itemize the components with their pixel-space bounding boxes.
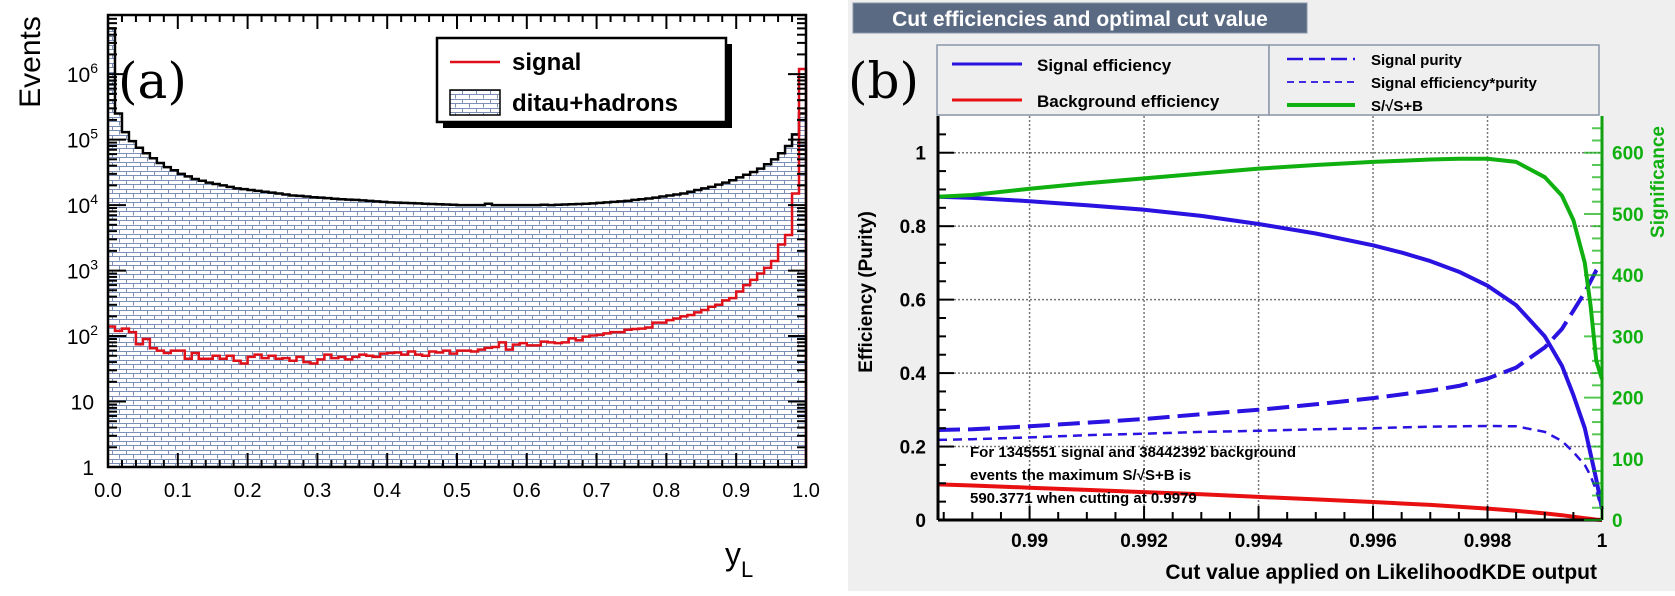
y-axis-title: Events [14, 16, 47, 108]
y-tick-label: 0.4 [900, 364, 927, 385]
y2-tick-label: 200 [1612, 389, 1644, 410]
series-s-s-b [937, 156, 1604, 380]
legend-signal-purity-label: Signal purity [1371, 52, 1463, 69]
series-background-efficiency [937, 482, 1603, 522]
y2-axis-title: Significance [1648, 126, 1669, 238]
x-tick-label: 0.998 [1464, 531, 1512, 552]
legend-signal-efficiency-label: Signal efficiency [1037, 56, 1172, 75]
x-tick-label: 0.992 [1120, 531, 1168, 552]
y-tick-label: 0 [915, 511, 926, 532]
y-tick-label: 10 [71, 392, 94, 415]
y-tick-label: 1 [915, 144, 926, 165]
y-tick-label: 0.2 [900, 438, 926, 459]
y-tick-label: 0.6 [900, 291, 926, 312]
x-tick-label: 0.6 [513, 480, 541, 502]
panel-label-b-visible: (b) [848, 52, 919, 110]
legend: Signal efficiency Background efficiency … [936, 44, 1600, 116]
annotation-line-3: 590.3771 when cutting at 0.9979 [970, 490, 1197, 507]
y-tick-label: 103 [67, 257, 98, 284]
x-tick-label: 0.8 [652, 480, 680, 502]
legend-background-efficiency-label: Background efficiency [1037, 92, 1220, 111]
x-tick-label: 0.4 [373, 480, 401, 502]
x-tick-label: 0.3 [303, 480, 331, 502]
x-tick-label: 1.0 [792, 480, 820, 502]
legend-signal-label: signal [512, 49, 581, 76]
annotation-line-2: events the maximum S/√S+B is [970, 467, 1191, 484]
x-axis-title: Cut value applied on LikelihoodKDE outpu… [1165, 561, 1597, 584]
y2-tick-label: 400 [1612, 266, 1644, 287]
y-tick-label: 102 [67, 322, 98, 349]
y2-tick-label: 600 [1612, 144, 1644, 165]
y-tick-label: 1 [82, 457, 94, 480]
histogram-chart: 0.0 0.1 0.2 0.3 0.4 0.5 0.6 0.7 0.8 0.9 1.0 1 10 102 1… [14, 13, 820, 582]
annotation: For 1345551 signal and 38442392 backgrou… [970, 444, 1296, 507]
y2-tick-label: 300 [1612, 327, 1644, 348]
annotation-line-1: For 1345551 signal and 38442392 backgrou… [970, 444, 1296, 461]
efficiency-chart: Cut efficiencies and optimal cut value (… [848, 0, 1675, 591]
x-axis-title: yL [725, 536, 753, 582]
background-histogram-outline [108, 27, 806, 207]
legend-efficiency-purity-label: Signal efficiency*purity [1371, 75, 1538, 92]
x-tick-label: 0.7 [583, 480, 611, 502]
series-signal-efficiency-purity [937, 424, 1604, 512]
y2-tick-label: 0 [1612, 511, 1623, 532]
x-axis-title-sub: L [741, 557, 753, 582]
x-axis-title-main: y [725, 536, 741, 572]
legend: signal ditau+hadrons [435, 36, 732, 128]
x-tick-label: 0.0 [94, 480, 122, 502]
chart-title: Cut efficiencies and optimal cut value [892, 8, 1268, 31]
x-tick-label: 0.1 [164, 480, 192, 502]
title-bar [852, 2, 1308, 34]
x-tick-label: 0.2 [234, 480, 262, 502]
x-tick-label: 0.99 [1011, 531, 1048, 552]
y-tick-label: 0.8 [900, 217, 926, 238]
series-signal-efficiency [937, 194, 1604, 510]
y2-tick-label: 500 [1612, 205, 1644, 226]
y-axis-title: Efficiency (Purity) [856, 211, 877, 373]
x-tick-label: 0.5 [443, 480, 471, 502]
signal-histogram [108, 67, 808, 467]
y2-tick-label: 100 [1612, 450, 1644, 471]
x-tick-label: 0.994 [1235, 531, 1283, 552]
y-tick-label: 104 [67, 191, 98, 218]
legend-significance-label: S/√S+B [1371, 98, 1423, 115]
x-tick-label: 0.996 [1349, 531, 1397, 552]
y-tick-label: 106 [67, 60, 98, 87]
x-tick-label: 1 [1597, 531, 1608, 552]
panel-a-histogram: 0.0 0.1 0.2 0.3 0.4 0.5 0.6 0.7 0.8 0.9 1.0 1 10 102 1… [14, 13, 820, 582]
x-tick-label: 0.9 [722, 480, 750, 502]
panel-b-efficiency: Cut efficiencies and optimal cut value (… [848, 0, 1675, 591]
panel-label-a: (a) [118, 52, 187, 110]
series-signal-purity [937, 261, 1604, 432]
legend-background-swatch [449, 89, 501, 116]
legend-background-label: ditau+hadrons [512, 90, 678, 117]
y-tick-label: 105 [67, 126, 98, 153]
